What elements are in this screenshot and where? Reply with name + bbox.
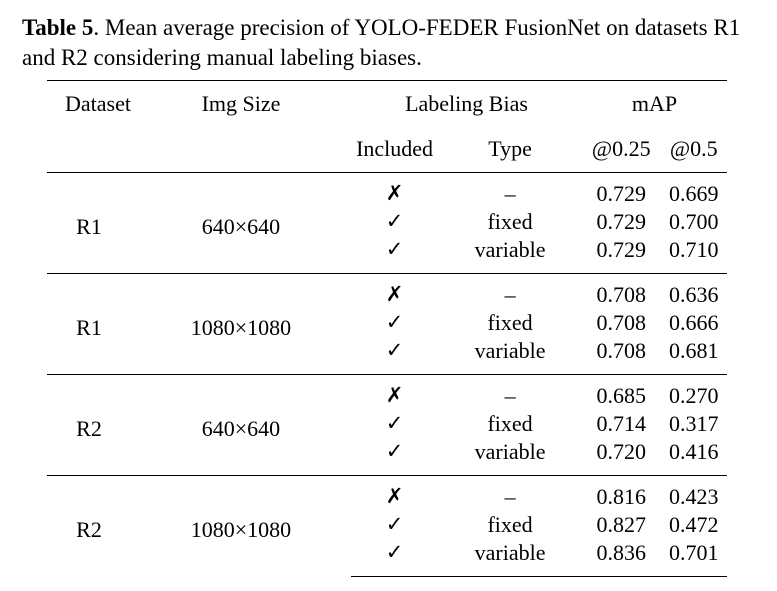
- table-row: R2 640×640 ✗ – 0.685 0.270: [47, 374, 727, 476]
- check-mark-icon: ✓: [385, 237, 404, 261]
- check-mark-icon: ✓: [385, 540, 404, 564]
- cell-map50: 0.472: [668, 511, 719, 537]
- table-row: ✓ variable 0.720 0.416: [47, 437, 727, 476]
- header-labeling-bias: Labeling Bias: [350, 80, 583, 125]
- table-row: ✓ fixed 0.708 0.666: [47, 308, 727, 336]
- cross-mark-icon: ✗: [385, 383, 404, 407]
- check-mark-icon: ✓: [385, 338, 404, 362]
- cell-type: variable: [474, 438, 546, 464]
- cell-dataset: R1: [47, 172, 131, 274]
- cell-type: fixed: [487, 410, 533, 436]
- table-row: ✓ variable 0.836 0.701: [47, 538, 727, 577]
- cell-type: –: [438, 475, 583, 510]
- cell-map25: 0.729: [596, 236, 646, 262]
- cell-type: variable: [474, 236, 546, 262]
- cell-type: fixed: [487, 208, 533, 234]
- cross-mark-icon: ✗: [385, 181, 404, 205]
- cell-map25: 0.708: [582, 273, 661, 308]
- cell-map50: 0.317: [668, 410, 719, 436]
- header-map25: @0.25: [591, 136, 651, 161]
- cell-map25: 0.729: [582, 172, 661, 207]
- cell-map25: 0.827: [596, 511, 646, 537]
- cell-map25: 0.708: [596, 337, 646, 363]
- cell-map50: 0.681: [668, 337, 719, 363]
- caption-label: Table 5: [22, 15, 94, 40]
- table-row: ✓ variable 0.729 0.710: [47, 235, 727, 274]
- cell-dataset: R2: [47, 374, 131, 476]
- header-included: Included: [356, 136, 434, 161]
- cell-img-size: 1080×1080: [130, 475, 351, 577]
- cell-type: variable: [474, 337, 546, 363]
- header-map: mAP: [582, 80, 727, 125]
- header-img-size: Img Size: [130, 80, 351, 125]
- header-row-1: Dataset Img Size Labeling Bias mAP: [47, 80, 727, 125]
- check-mark-icon: ✓: [385, 512, 404, 536]
- cell-map25: 0.714: [596, 410, 646, 436]
- cell-map50: 0.416: [668, 438, 719, 464]
- cell-map25: 0.708: [596, 309, 646, 335]
- table-caption: Table 5. Mean average precision of YOLO-…: [22, 13, 762, 73]
- table-row: ✓ fixed 0.714 0.317: [47, 409, 727, 437]
- table-row: R1 1080×1080 ✗ – 0.708 0.636: [47, 273, 727, 375]
- table-row: ✓ fixed 0.729 0.700: [47, 207, 727, 235]
- cell-img-size: 640×640: [130, 172, 351, 274]
- cell-type: fixed: [487, 511, 533, 537]
- check-mark-icon: ✓: [385, 209, 404, 233]
- cell-img-size: 640×640: [130, 374, 351, 476]
- cell-map25: 0.720: [596, 438, 646, 464]
- table-row: ✓ fixed 0.827 0.472: [47, 510, 727, 538]
- cell-map50: 0.270: [660, 374, 727, 409]
- cell-type: –: [438, 172, 583, 207]
- cell-dataset: R1: [47, 273, 131, 375]
- check-mark-icon: ✓: [385, 310, 404, 334]
- cell-map50: 0.669: [660, 172, 727, 207]
- cell-map50: 0.700: [668, 208, 719, 234]
- cell-type: –: [438, 374, 583, 409]
- table-row: R1 640×640 ✗ – 0.729 0.669: [47, 172, 727, 274]
- cell-map50: 0.423: [660, 475, 727, 510]
- cross-mark-icon: ✗: [385, 484, 404, 508]
- cell-img-size: 1080×1080: [130, 273, 351, 375]
- caption-text: . Mean average precision of YOLO-FEDER F…: [22, 15, 741, 70]
- cell-map50: 0.636: [660, 273, 727, 308]
- cell-map50: 0.701: [660, 538, 727, 577]
- check-mark-icon: ✓: [385, 411, 404, 435]
- cell-map50: 0.710: [668, 236, 719, 262]
- cell-map25: 0.836: [582, 538, 661, 577]
- cell-map50: 0.666: [668, 309, 719, 335]
- header-row-2: Included Type @0.25 @0.5: [47, 125, 727, 173]
- cell-dataset: R2: [47, 475, 131, 577]
- cell-type: variable: [438, 538, 583, 577]
- header-dataset: Dataset: [47, 80, 131, 125]
- header-type: Type: [488, 136, 532, 161]
- cell-map25: 0.729: [596, 208, 646, 234]
- cell-map25: 0.816: [582, 475, 661, 510]
- cell-type: fixed: [487, 309, 533, 335]
- header-map50: @0.5: [669, 136, 718, 161]
- cell-map25: 0.685: [582, 374, 661, 409]
- check-mark-icon: ✓: [385, 439, 404, 463]
- cell-type: –: [438, 273, 583, 308]
- table-row: R2 1080×1080 ✗ – 0.816 0.423: [47, 475, 727, 577]
- cross-mark-icon: ✗: [385, 282, 404, 306]
- results-table: Dataset Img Size Labeling Bias mAP Inclu…: [47, 80, 727, 577]
- table-row: ✓ variable 0.708 0.681: [47, 336, 727, 375]
